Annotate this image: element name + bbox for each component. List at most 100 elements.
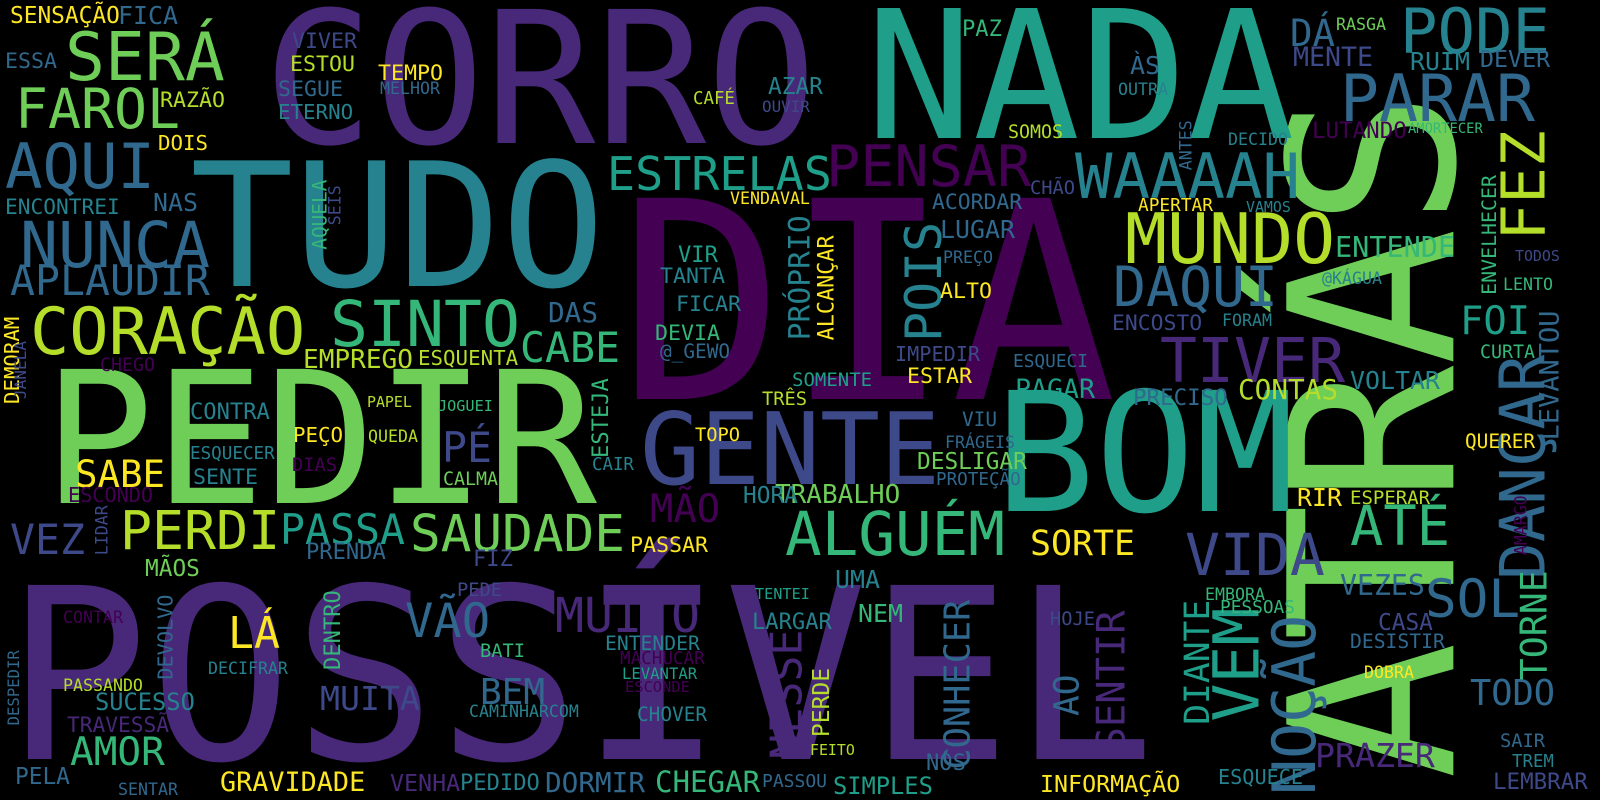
word-cloud-word: PÉ [442, 422, 492, 472]
word-cloud-word: BOM [995, 358, 1295, 551]
word-cloud-word: CONHECER [936, 600, 978, 771]
word-cloud-word: MELHOR [380, 78, 440, 98]
word-cloud-word: VEZES [1340, 568, 1425, 602]
word-cloud-word: SENSAÇÃO [10, 2, 120, 29]
word-cloud-word: PEDIR [43, 333, 597, 547]
word-cloud-word: DEVOLVO [153, 594, 178, 681]
word-cloud-word: CHOVER [637, 703, 708, 727]
word-cloud-word: OUVIR [762, 97, 810, 116]
word-cloud-word: VIDA [1185, 520, 1325, 589]
word-cloud-word: CAFÉ [693, 89, 735, 110]
word-cloud-word: SENTE [193, 465, 259, 491]
word-cloud-word: ESQUECI [1013, 351, 1088, 373]
word-cloud-word: TANTA [660, 264, 726, 290]
word-cloud-word: FICA [118, 0, 178, 30]
word-cloud-word: ALCANÇAR [814, 235, 840, 340]
word-cloud-word: CABE [520, 322, 620, 372]
word-cloud-word: DECIFRAR [208, 658, 288, 678]
word-cloud-word: ESQUENTA [418, 345, 519, 370]
word-cloud-word: ESQUECE [1218, 764, 1304, 789]
word-cloud-word: ESQUECER [190, 444, 275, 465]
word-cloud-word: TREM [1512, 752, 1554, 773]
word-cloud-word: SEGUE [278, 77, 344, 103]
word-cloud-word: EMPREGO [303, 344, 413, 375]
word-cloud-word: PELA [15, 763, 70, 790]
word-cloud-word: NADA [865, 0, 1295, 182]
word-cloud-word: LUTANDO [1312, 117, 1407, 144]
word-cloud-word: FEITO [810, 740, 855, 759]
word-cloud-word: FIZ [473, 545, 513, 572]
word-cloud-word: @KÁGUA [1322, 268, 1382, 288]
word-cloud-word: QUERER [1465, 430, 1536, 454]
word-cloud-word: QUEDA [368, 426, 418, 446]
word-cloud-word: RIR [1297, 482, 1342, 512]
word-cloud-word: SERÁ [65, 18, 225, 97]
word-cloud-word: ENTENDER [605, 632, 700, 656]
word-cloud-word: TODOS [1515, 246, 1560, 265]
word-cloud-word: WAAAAH [1075, 139, 1301, 213]
word-cloud-word: DAS [548, 296, 599, 330]
word-cloud-word: DIA [618, 144, 1117, 465]
word-cloud-word: BEM [480, 671, 546, 713]
word-cloud-word: @_GEWO [660, 340, 731, 364]
word-cloud-word: LÁ [228, 609, 281, 660]
word-cloud-word: DESISTIR [1350, 630, 1445, 654]
word-cloud-word: ESTEJA [587, 378, 614, 458]
word-cloud-word: AZAR [768, 73, 823, 100]
word-cloud-word: ENTENDE [1335, 230, 1456, 264]
word-cloud-word: CONTAR [63, 607, 123, 627]
word-cloud-word: TRAVESSÃO [67, 712, 182, 738]
word-cloud-word: NÓS [926, 749, 966, 776]
word-cloud-word: SOL [1425, 568, 1520, 630]
word-cloud-word: MACHUCAR [620, 649, 705, 670]
word-cloud-word: NESSE [762, 629, 813, 760]
word-cloud-word: CHÃO [1030, 177, 1076, 199]
word-cloud-word: MÃO [650, 487, 721, 533]
word-cloud-word: TENTEI [755, 585, 810, 604]
word-cloud-word: CONTAS [1238, 373, 1339, 407]
word-cloud-word: FRÁGEIS [945, 432, 1015, 452]
word-cloud-word: DEVER [1480, 46, 1551, 74]
word-cloud-word: RAZÃO [160, 88, 226, 114]
word-cloud-word: DEVIA [655, 321, 721, 347]
word-cloud-word: GRAVIDADE [220, 766, 366, 798]
word-cloud-word: PAPEL [367, 392, 412, 411]
word-cloud-word: ESSA [5, 49, 58, 75]
word-cloud-word: VOLTAR [1350, 365, 1440, 395]
word-cloud-word: ATÉ [1350, 495, 1451, 560]
word-cloud-word: CORRO [263, 0, 817, 187]
word-cloud-word: HOJE [1050, 608, 1096, 630]
word-cloud-word: CORAÇÃO [30, 293, 306, 370]
word-cloud-word: SAIR [1500, 730, 1546, 752]
word-cloud-word: MÃOS [145, 555, 200, 582]
word-cloud-word: TORNE [1512, 570, 1556, 680]
word-cloud-word: DOBRA [1364, 662, 1414, 682]
word-cloud-word: PASSANDO [63, 675, 143, 695]
word-cloud-word: EMBORA [1205, 584, 1265, 604]
word-cloud-word: LEMBRAR [1493, 768, 1588, 795]
word-cloud-word: LENTO [1503, 274, 1553, 294]
word-cloud-word: VIU [962, 408, 998, 432]
word-cloud-word: PASSAR [630, 533, 709, 559]
word-cloud-word: ESTRELAS [607, 147, 832, 202]
word-cloud-word: FEZ [1488, 129, 1560, 240]
word-cloud-word: DÁ [1290, 11, 1336, 56]
word-cloud-word: CHEGAR [655, 764, 761, 799]
word-cloud-word: IMPEDIR [895, 341, 981, 366]
word-cloud-word: PARAR [1340, 61, 1536, 137]
word-cloud-word: AMOR [70, 729, 165, 776]
word-cloud-word: DORMIR [545, 766, 646, 800]
word-cloud-word: DECIDO [1228, 129, 1288, 149]
word-cloud-word: SENTAR [118, 779, 178, 799]
word-cloud-word: PASSOU [762, 771, 828, 792]
word-cloud-word: ENCOSTO [1112, 311, 1203, 337]
word-cloud-word: PAZ [962, 15, 1002, 42]
word-cloud-word: FOI [1460, 299, 1531, 345]
word-cloud-word: VÃO [405, 593, 491, 649]
word-cloud-word: NEM [858, 598, 903, 628]
word-cloud-word: SABE [75, 452, 166, 497]
word-cloud-word: PRÓPRIO [782, 214, 818, 341]
word-cloud-word: VAMOS [1246, 197, 1291, 216]
word-cloud-word: MENTE [1293, 41, 1374, 73]
